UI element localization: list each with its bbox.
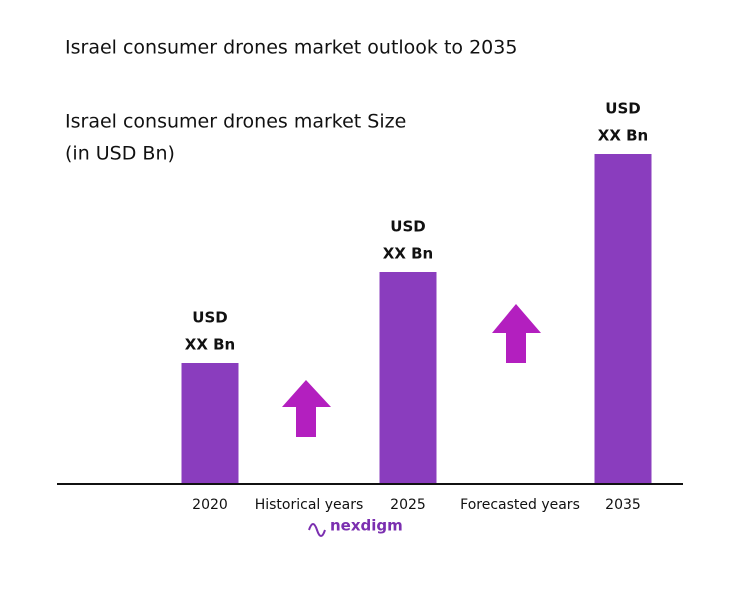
x-tick-label: 2035 [605, 497, 641, 513]
growth-arrow [282, 380, 331, 437]
logo: nexdigm [330, 517, 403, 535]
logo-mark [308, 523, 326, 537]
bar [181, 363, 239, 483]
x-tick-label: 2020 [192, 497, 228, 513]
bar [379, 272, 437, 483]
chart-title: Israel consumer drones market outlook to… [65, 37, 517, 59]
value-label: USD [390, 218, 425, 236]
chart-subtitle: Israel consumer drones market Size [65, 111, 406, 133]
growth-arrow [492, 304, 541, 363]
chart-subtitle: (in USD Bn) [65, 143, 175, 165]
value-label: XX Bn [598, 127, 648, 145]
period-label: Forecasted years [460, 497, 580, 513]
value-label: USD [192, 309, 227, 327]
period-label: Historical years [255, 497, 364, 513]
value-label: XX Bn [383, 245, 433, 263]
value-label: XX Bn [185, 336, 235, 354]
value-label: USD [605, 100, 640, 118]
bar [594, 154, 652, 483]
x-tick-label: 2025 [390, 497, 426, 513]
